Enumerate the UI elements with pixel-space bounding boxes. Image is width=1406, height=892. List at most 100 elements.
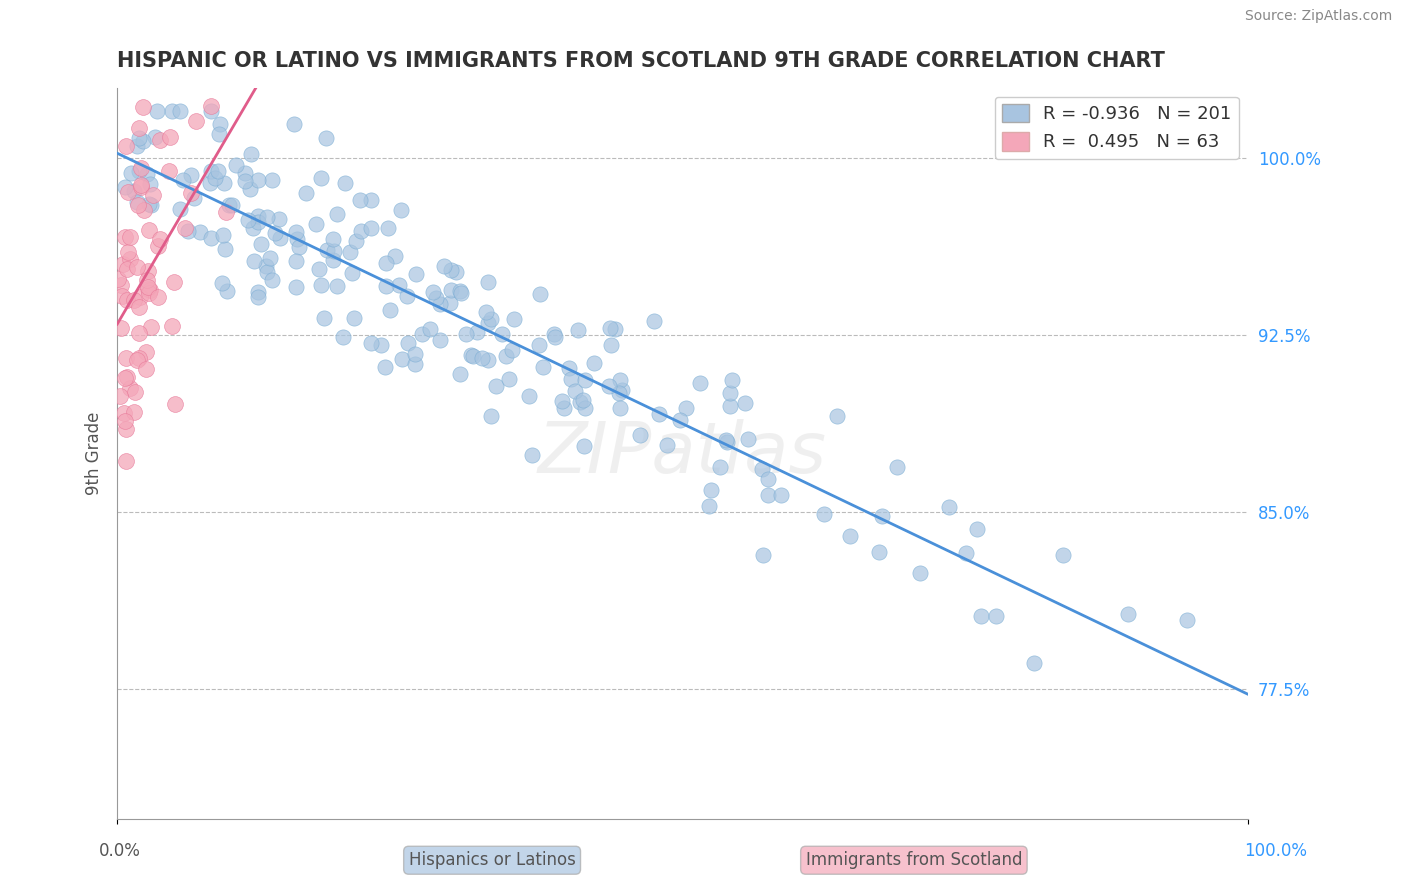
Point: [657, 438, 679, 452]
Point: [610, 384, 633, 398]
Point: [114, 422, 136, 436]
Point: [242, 221, 264, 235]
Point: [599, 321, 621, 335]
Point: [221, 197, 243, 211]
Point: [285, 254, 308, 268]
Point: [208, 127, 231, 141]
Point: [120, 252, 142, 267]
Point: [117, 245, 139, 260]
Point: [395, 289, 418, 303]
Point: [295, 186, 318, 200]
Point: [212, 228, 235, 243]
Point: [520, 448, 543, 462]
Point: [422, 285, 444, 300]
Point: [138, 223, 160, 237]
Point: [479, 409, 502, 423]
Point: [495, 349, 517, 363]
Point: [114, 230, 136, 244]
Point: [529, 338, 551, 352]
Point: [491, 326, 513, 341]
Point: [769, 488, 792, 502]
Text: HISPANIC OR LATINO VS IMMIGRANTS FROM SCOTLAND 9TH GRADE CORRELATION CHART: HISPANIC OR LATINO VS IMMIGRANTS FROM SC…: [117, 51, 1166, 70]
Text: Immigrants from Scotland: Immigrants from Scotland: [806, 851, 1022, 869]
Point: [502, 311, 524, 326]
Point: [169, 202, 191, 216]
Text: 0.0%: 0.0%: [98, 842, 141, 860]
Point: [111, 258, 134, 272]
Point: [128, 163, 150, 178]
Point: [340, 267, 363, 281]
Point: [349, 224, 371, 238]
Point: [938, 500, 960, 515]
Point: [122, 184, 145, 198]
Point: [149, 133, 172, 147]
Point: [477, 275, 499, 289]
Point: [163, 275, 186, 289]
Point: [233, 166, 256, 180]
Point: [256, 265, 278, 279]
Point: [756, 488, 779, 502]
Point: [374, 360, 396, 375]
Point: [460, 348, 482, 362]
Point: [716, 434, 738, 449]
Point: [262, 273, 284, 287]
Point: [259, 251, 281, 265]
Point: [129, 290, 152, 304]
Point: [370, 338, 392, 352]
Point: [405, 267, 427, 281]
Point: [360, 221, 382, 235]
Point: [574, 401, 596, 415]
Point: [440, 283, 463, 297]
Text: ZIPatlas: ZIPatlas: [538, 418, 827, 488]
Point: [114, 414, 136, 428]
Point: [582, 356, 605, 370]
Point: [131, 178, 153, 193]
Point: [360, 336, 382, 351]
Point: [839, 528, 862, 542]
Point: [131, 134, 153, 148]
Point: [572, 439, 595, 453]
Point: [474, 304, 496, 318]
Point: [429, 297, 451, 311]
Point: [572, 393, 595, 408]
Point: [200, 176, 222, 190]
Point: [388, 278, 411, 293]
Point: [127, 260, 149, 274]
Point: [135, 345, 157, 359]
Point: [315, 130, 337, 145]
Point: [339, 244, 361, 259]
Point: [267, 212, 290, 227]
Point: [283, 117, 305, 131]
Point: [184, 114, 207, 128]
Point: [207, 164, 229, 178]
Point: [128, 131, 150, 145]
Point: [886, 460, 908, 475]
Point: [323, 244, 346, 259]
Point: [553, 401, 575, 415]
Point: [450, 285, 472, 300]
Point: [160, 104, 183, 119]
Point: [285, 232, 308, 246]
Point: [174, 220, 197, 235]
Point: [598, 379, 620, 393]
Point: [139, 320, 162, 334]
Point: [391, 351, 413, 366]
Point: [574, 373, 596, 387]
Point: [180, 168, 202, 182]
Point: [609, 373, 631, 387]
Point: [551, 393, 574, 408]
Point: [254, 259, 277, 273]
Point: [284, 280, 307, 294]
Point: [643, 314, 665, 328]
Point: [204, 170, 226, 185]
Point: [128, 121, 150, 136]
Point: [114, 351, 136, 365]
Point: [160, 318, 183, 333]
Point: [122, 293, 145, 308]
Point: [444, 265, 467, 279]
Point: [479, 312, 502, 326]
Point: [600, 338, 623, 352]
Point: [127, 353, 149, 368]
Point: [404, 347, 426, 361]
Point: [628, 427, 651, 442]
